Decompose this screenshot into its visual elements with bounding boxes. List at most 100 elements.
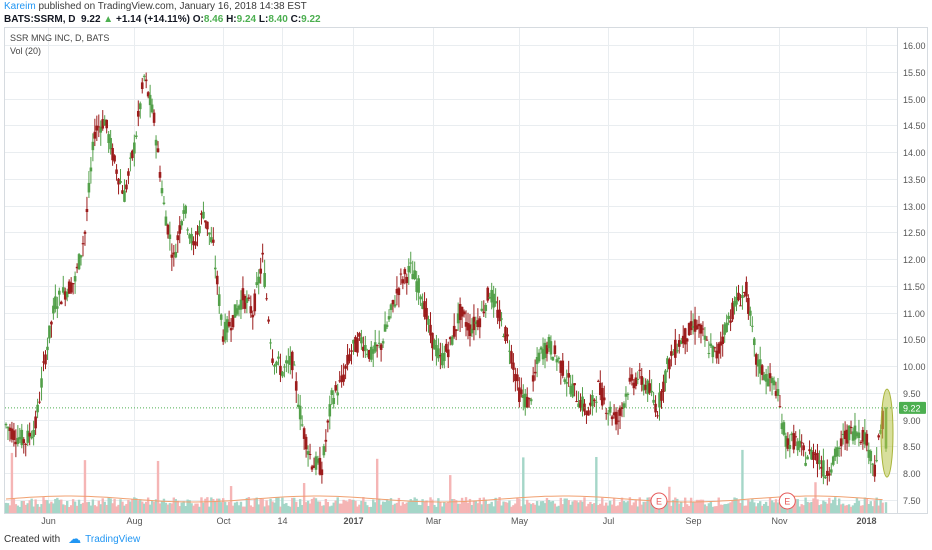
volume-bar bbox=[768, 497, 772, 513]
volume-bar bbox=[595, 456, 598, 513]
earnings-marker[interactable] bbox=[650, 492, 668, 510]
volume-bar bbox=[559, 497, 562, 513]
candle-body bbox=[83, 231, 87, 234]
volume-bar bbox=[674, 497, 677, 513]
candle-body bbox=[16, 437, 20, 444]
volume-bar bbox=[772, 502, 776, 513]
volume-bar bbox=[36, 504, 39, 513]
candle-body bbox=[138, 103, 142, 110]
volume-bar bbox=[697, 499, 701, 513]
volume-bar bbox=[804, 497, 807, 513]
candle-body bbox=[845, 429, 849, 444]
volume-bar bbox=[644, 501, 647, 513]
candle-body bbox=[529, 399, 533, 402]
volume-bar bbox=[506, 502, 509, 513]
candle-body bbox=[597, 380, 600, 382]
candle-body bbox=[377, 342, 381, 344]
close-value: 9.22 bbox=[301, 14, 321, 25]
volume-bar bbox=[413, 497, 416, 513]
candle-body bbox=[310, 466, 314, 470]
volume-bar bbox=[42, 497, 45, 513]
candle-body bbox=[247, 297, 251, 299]
candle-body bbox=[561, 360, 565, 376]
candle-body bbox=[831, 456, 835, 465]
candle-body bbox=[340, 375, 343, 383]
candle-body bbox=[618, 407, 622, 416]
candle-body bbox=[24, 443, 28, 445]
candle-body bbox=[265, 298, 268, 300]
volume-bar bbox=[620, 497, 624, 513]
candle-body bbox=[158, 172, 162, 178]
candle-body bbox=[764, 374, 768, 382]
y-tick-label: 15.50 bbox=[903, 68, 926, 78]
volume-bar bbox=[255, 497, 258, 513]
earnings-marker[interactable] bbox=[778, 492, 796, 510]
candle-body bbox=[294, 381, 298, 391]
candle-body bbox=[354, 336, 357, 352]
candle-body bbox=[608, 406, 612, 413]
volume-bar bbox=[496, 500, 499, 513]
candle-body bbox=[630, 374, 634, 381]
candle-body bbox=[585, 411, 588, 416]
volume-bar bbox=[346, 501, 349, 513]
candle-body bbox=[225, 319, 229, 333]
volume-bar bbox=[32, 506, 35, 513]
volume-bar bbox=[174, 499, 177, 513]
candle-body bbox=[539, 347, 543, 350]
candle-body bbox=[559, 361, 563, 373]
candle-body bbox=[462, 311, 466, 315]
volume-bar bbox=[312, 497, 316, 513]
volume-bar bbox=[751, 498, 754, 513]
tradingview-cloud-icon[interactable]: ☁ bbox=[68, 531, 82, 546]
volume-bar bbox=[482, 497, 485, 513]
volume-bar bbox=[186, 499, 189, 513]
volume-bar bbox=[306, 500, 310, 513]
volume-bar bbox=[879, 500, 882, 513]
candle-body bbox=[296, 404, 300, 407]
candle-body bbox=[261, 252, 264, 255]
volume-bar bbox=[253, 498, 256, 513]
volume-bar bbox=[612, 498, 616, 513]
volume-bar bbox=[20, 501, 23, 513]
candle-body bbox=[71, 283, 75, 285]
candle-body bbox=[760, 365, 764, 375]
candle-body bbox=[591, 395, 594, 407]
candle-body bbox=[628, 377, 632, 382]
candle-body bbox=[269, 342, 272, 344]
candle-body bbox=[255, 282, 259, 286]
candle-body bbox=[36, 404, 39, 413]
candle-body bbox=[745, 281, 748, 297]
candle-body bbox=[393, 304, 397, 307]
candle-body bbox=[762, 374, 766, 380]
volume-bar bbox=[778, 501, 782, 513]
price-chart[interactable]: 16.00 15.50 15.00 14.50 14.00 13.50 13.00 12.50… bbox=[4, 27, 928, 528]
y-tick-label: 11.50 bbox=[903, 282, 925, 292]
volume-bar bbox=[58, 499, 61, 513]
volume-bar bbox=[22, 500, 25, 513]
volume-bar bbox=[510, 506, 513, 513]
volume-bar bbox=[263, 506, 266, 513]
candle-body bbox=[853, 425, 857, 440]
volume-bar bbox=[601, 497, 604, 513]
volume-bar bbox=[320, 505, 324, 513]
candle-body bbox=[63, 291, 67, 300]
candle-body bbox=[614, 411, 618, 425]
volume-bar bbox=[682, 506, 685, 513]
candle-body bbox=[435, 345, 438, 357]
candle-body bbox=[350, 350, 353, 352]
candle-body bbox=[241, 288, 245, 301]
volume-bar bbox=[884, 502, 888, 513]
tradingview-brand[interactable]: TradingView bbox=[85, 533, 141, 545]
volume-bar bbox=[364, 501, 367, 513]
volume-bar bbox=[676, 498, 679, 513]
volume-bar bbox=[626, 501, 630, 513]
candle-body bbox=[306, 451, 310, 455]
candle-body bbox=[387, 316, 391, 320]
candle-body bbox=[802, 445, 805, 451]
candle-body bbox=[61, 287, 65, 293]
volume-bar bbox=[877, 505, 880, 513]
x-tick-label: 2018 bbox=[856, 516, 876, 526]
author-link[interactable]: Kareim bbox=[4, 1, 36, 12]
candle-body bbox=[857, 432, 861, 439]
chart-area[interactable]: 16.00 15.50 15.00 14.50 14.00 13.50 13.00 12.50… bbox=[4, 27, 928, 528]
